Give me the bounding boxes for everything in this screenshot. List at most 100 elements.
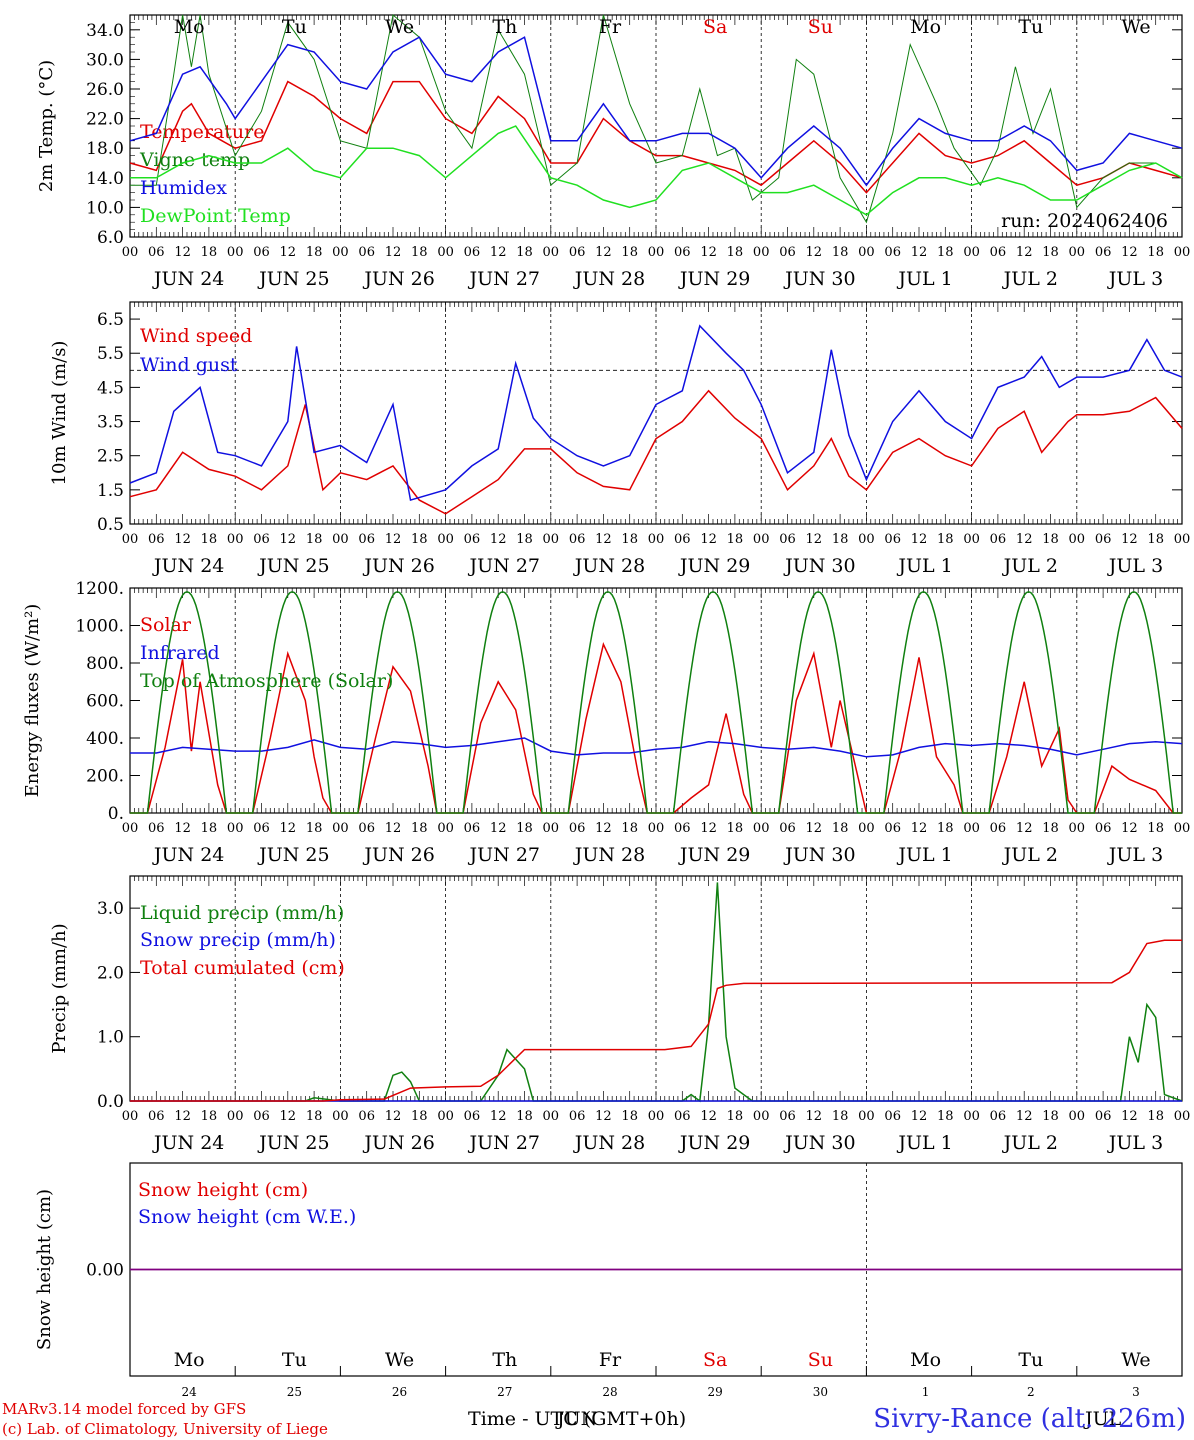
hour-label: 06: [464, 821, 481, 836]
hour-label: 12: [911, 1109, 928, 1124]
hour-label: 18: [727, 245, 744, 260]
hour-label: 18: [832, 245, 849, 260]
date-label: JUN 26: [362, 1132, 434, 1154]
y-tick-label: 0.: [108, 804, 124, 824]
y-tick-label: 400.: [86, 729, 124, 749]
y-tick-label: 18.0: [86, 139, 124, 159]
y-tick-label: 26.0: [86, 80, 124, 100]
hour-label: 06: [358, 245, 375, 260]
hour-label: 12: [700, 532, 717, 547]
date-label: JUN 26: [362, 268, 434, 290]
y-tick-label: 1200.: [75, 579, 124, 599]
hour-label: 12: [1016, 821, 1033, 836]
date-label: JUN 27: [468, 844, 540, 866]
panel-5: 0.00 Snow height (cm) Snow height (cm) Snow…: [34, 1162, 1183, 1430]
hour-label: 18: [727, 821, 744, 836]
hour-label: 00: [1174, 1109, 1191, 1124]
hour-label: 12: [806, 821, 823, 836]
hour-label: 06: [779, 821, 796, 836]
y-tick-label: 2.5: [97, 447, 124, 467]
hour-label: 12: [280, 532, 297, 547]
date-label: JUN 27: [468, 555, 540, 577]
panel-2: 0.5 1.5 2.5 3.5 4.5 5.5 6.5 10m Wind (m/s) Wind …: [49, 301, 1190, 577]
weekday-label: Th: [492, 1349, 517, 1371]
hour-label: 00: [122, 245, 139, 260]
date-label: JUN 29: [678, 555, 750, 577]
y-tick-label: 800.: [86, 654, 124, 674]
y-tick-label: 6.5: [97, 310, 124, 330]
hour-label: 06: [674, 821, 691, 836]
hour-label: 00: [543, 245, 560, 260]
hour-label: 12: [1121, 245, 1138, 260]
hour-label: 12: [595, 1109, 612, 1124]
date-label: JUL 3: [1107, 844, 1163, 866]
hour-label: 06: [569, 245, 586, 260]
hour-label: 12: [490, 1109, 507, 1124]
hour-label: 12: [490, 532, 507, 547]
date-label: JUN 28: [573, 555, 645, 577]
date-label: JUL 1: [896, 844, 952, 866]
hour-label: 00: [122, 532, 139, 547]
y-tick-label: 10.0: [86, 198, 124, 218]
hour-label: 06: [1095, 1109, 1112, 1124]
hour-label: 18: [937, 1109, 954, 1124]
hour-label: 06: [884, 532, 901, 547]
hour-label: 06: [253, 245, 270, 260]
hour-label: 18: [411, 1109, 428, 1124]
y-axis-label: 2m Temp. (°C): [36, 60, 57, 192]
hour-label: 18: [621, 245, 638, 260]
hour-label: 18: [937, 821, 954, 836]
date-label: JUN 29: [678, 844, 750, 866]
hour-label: 00: [858, 532, 875, 547]
y-tick-label: 200.: [86, 767, 124, 787]
date-label: JUN 30: [783, 844, 855, 866]
date-label: JUN 27: [468, 268, 540, 290]
hour-label: 18: [937, 245, 954, 260]
legend-entry: DewPoint Temp: [140, 205, 291, 227]
hour-label: 06: [884, 245, 901, 260]
hour-label: 06: [464, 245, 481, 260]
hour-label: 18: [411, 821, 428, 836]
day-number: 27: [497, 1385, 512, 1399]
day-number: 28: [602, 1385, 617, 1399]
y-axis-label: 10m Wind (m/s): [49, 341, 70, 486]
weekday-label: Tu: [282, 16, 307, 38]
hour-label: 18: [306, 821, 323, 836]
model-credit: MARv3.14 model forced by GFS: [2, 1400, 247, 1418]
legend-entry: Top of Atmosphere (Solar): [140, 670, 393, 692]
hour-label: 00: [858, 821, 875, 836]
series-total-cumulated-cm: [130, 939, 1182, 1102]
weekday-label: Tu: [1018, 1349, 1043, 1371]
y-tick-label: 34.0: [86, 21, 124, 41]
weekday-label: We: [385, 1349, 414, 1371]
hour-label: 06: [674, 245, 691, 260]
weekday-label: We: [385, 16, 414, 38]
hour-label: 12: [385, 821, 402, 836]
y-tick-label: 4.5: [97, 378, 124, 398]
hour-label: 06: [148, 532, 165, 547]
y-tick-label: 600.: [86, 692, 124, 712]
hour-label: 00: [227, 821, 244, 836]
y-axis-label: Energy fluxes (W/m²): [22, 604, 43, 798]
y-tick-label: 0.5: [97, 515, 124, 535]
y-tick-label: 0.00: [86, 1261, 124, 1281]
hour-label: 00: [437, 1109, 454, 1124]
hour-label: 12: [1016, 1109, 1033, 1124]
hour-label: 06: [569, 821, 586, 836]
hour-label: 06: [990, 1109, 1007, 1124]
legend-entry: Total cumulated (cm): [140, 957, 345, 979]
day-number: 3: [1132, 1385, 1140, 1399]
weekday-label: Su: [808, 1349, 833, 1371]
date-label: JUL 3: [1107, 268, 1163, 290]
date-label: JUN 25: [257, 555, 329, 577]
hour-label: 06: [253, 532, 270, 547]
hour-label: 00: [543, 821, 560, 836]
hour-label: 12: [280, 1109, 297, 1124]
y-tick-label: 14.0: [86, 169, 124, 189]
hour-label: 12: [174, 532, 191, 547]
date-label: JUN 28: [573, 268, 645, 290]
hour-label: 18: [621, 532, 638, 547]
hour-label: 00: [437, 245, 454, 260]
hour-label: 18: [832, 532, 849, 547]
hour-label: 06: [779, 1109, 796, 1124]
